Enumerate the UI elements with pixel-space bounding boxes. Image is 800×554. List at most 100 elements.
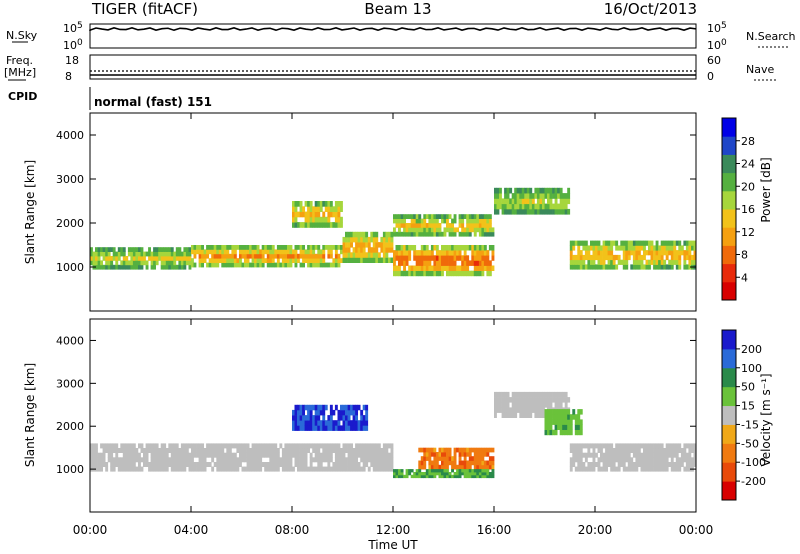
velocity-cell (180, 443, 184, 449)
velocity-cell (627, 462, 631, 467)
power-cell (127, 251, 131, 257)
power-cell (312, 253, 316, 259)
velocity-cell (309, 452, 313, 458)
power-cell (347, 247, 351, 253)
velocity-cell (241, 448, 245, 453)
velocity-cell (625, 466, 629, 472)
power-cell (415, 255, 419, 261)
power-cell (388, 242, 391, 248)
velocity-cell (352, 457, 356, 463)
power-cell (473, 260, 477, 266)
velocity-cell (170, 466, 174, 472)
velocity-cell (107, 443, 111, 449)
velocity-cell (600, 466, 603, 472)
power-cell (572, 240, 576, 246)
power-cell (201, 262, 204, 268)
velocity-cell (226, 457, 230, 463)
velocity-cell (249, 448, 252, 453)
velocity-cell (572, 462, 576, 467)
power-cell (418, 260, 422, 266)
power-cell (148, 251, 151, 257)
power-cell (567, 208, 571, 215)
velocity-cell (175, 466, 179, 472)
power-cell (289, 258, 293, 263)
power-cell (206, 249, 209, 255)
power-cell (516, 193, 520, 199)
velocity-cell (362, 404, 366, 411)
power-cell (221, 249, 225, 255)
power-cell (451, 255, 454, 261)
power-cell (678, 250, 682, 256)
velocity-cell (473, 469, 477, 473)
power-cell (314, 253, 318, 259)
velocity-cell (499, 391, 502, 398)
power-cell (453, 218, 457, 224)
power-cell (198, 245, 202, 250)
velocity-cell (340, 448, 343, 453)
velocity-cell (360, 425, 364, 431)
velocity-cell (266, 466, 270, 472)
power-cell (312, 216, 316, 223)
velocity-cell (100, 462, 103, 467)
velocity-cell (256, 452, 260, 458)
power-cell (663, 245, 667, 251)
velocity-cell (377, 457, 381, 463)
velocity-cell (670, 457, 674, 463)
velocity-cell (90, 457, 93, 463)
velocity-cell (251, 452, 255, 458)
power-cell (196, 249, 199, 255)
power-cell (488, 231, 492, 237)
power-cell (115, 256, 119, 261)
power-cell (216, 262, 220, 268)
velocity-cell (400, 469, 404, 473)
velocity-cell (342, 448, 346, 453)
power-cell (645, 240, 649, 246)
power-cell (342, 242, 346, 248)
velocity-cell (564, 402, 568, 408)
velocity-cell (655, 443, 659, 449)
power-cell (165, 264, 169, 270)
power-cell (307, 258, 310, 263)
power-cell (438, 223, 442, 228)
power-cell (327, 249, 331, 255)
power-cell (92, 256, 96, 261)
power-cell (683, 259, 687, 265)
velocity-cell (362, 415, 366, 421)
power-cell (491, 245, 495, 251)
velocity-cell (582, 452, 586, 458)
velocity-cell (461, 464, 465, 470)
power-cell (327, 211, 331, 218)
velocity-cell (130, 466, 134, 472)
power-cell (107, 256, 111, 261)
velocity-cell (622, 443, 626, 449)
power-cell (552, 208, 555, 215)
velocity-cell (251, 448, 255, 453)
power-cell (329, 201, 333, 207)
velocity-cell (574, 424, 578, 430)
power-cell (292, 249, 295, 255)
power-cell (281, 245, 285, 250)
power-cell (266, 245, 270, 250)
velocity-cell (377, 448, 381, 453)
velocity-cell (655, 466, 659, 472)
velocity-cell (529, 412, 533, 418)
velocity-cell (342, 404, 346, 411)
velocity-cell (337, 443, 341, 449)
power-cell (165, 256, 169, 261)
power-cell (415, 250, 419, 256)
velocity-cell (122, 462, 126, 467)
power-cell (433, 214, 437, 219)
velocity-cell (673, 466, 677, 472)
velocity-cell (612, 466, 616, 472)
velocity-cell (380, 462, 384, 467)
velocity-cell (648, 448, 651, 453)
power-cell (486, 250, 490, 256)
power-cell (143, 260, 146, 266)
power-cell (307, 253, 310, 259)
power-cell (312, 249, 316, 255)
power-cell (213, 258, 217, 263)
velocity-cell (473, 447, 477, 453)
velocity-cell (95, 457, 98, 463)
velocity-cell (630, 443, 634, 449)
velocity-cell (299, 425, 303, 431)
